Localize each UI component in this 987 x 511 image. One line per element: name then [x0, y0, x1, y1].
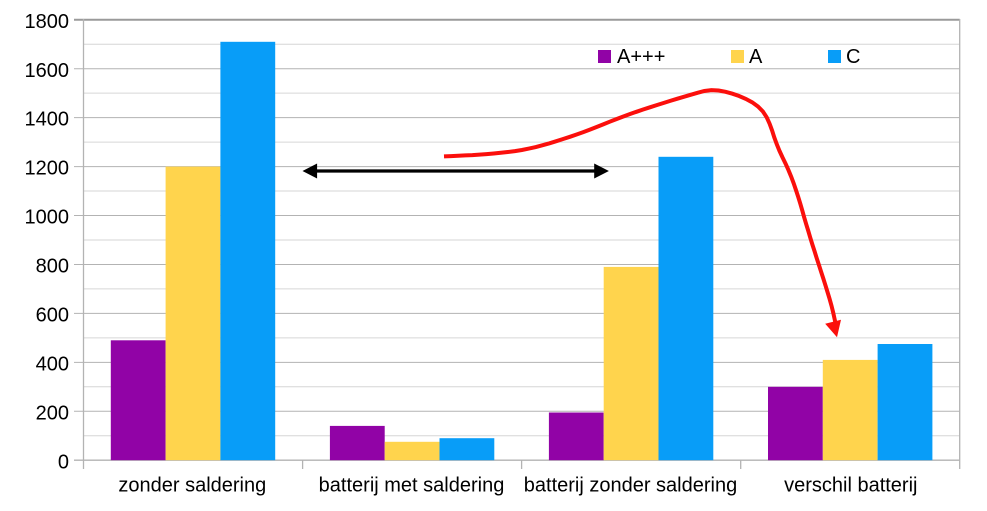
svg-text:800: 800: [36, 256, 69, 278]
svg-text:200: 200: [36, 402, 69, 424]
svg-text:C: C: [846, 46, 860, 68]
svg-text:1200: 1200: [25, 158, 70, 180]
svg-text:batterij met saldering: batterij met saldering: [319, 475, 505, 497]
svg-text:400: 400: [36, 354, 69, 376]
svg-text:A: A: [749, 46, 763, 68]
svg-text:zonder saldering: zonder saldering: [118, 475, 266, 497]
svg-text:1600: 1600: [25, 60, 70, 82]
svg-text:verschil batterij: verschil batterij: [784, 475, 917, 497]
svg-text:1400: 1400: [25, 109, 70, 131]
svg-text:batterij zonder saldering: batterij zonder saldering: [524, 475, 737, 497]
svg-text:600: 600: [36, 305, 69, 327]
svg-text:0: 0: [58, 451, 69, 473]
svg-text:A+++: A+++: [617, 46, 665, 68]
svg-text:1800: 1800: [25, 11, 70, 33]
svg-text:1000: 1000: [25, 207, 70, 229]
